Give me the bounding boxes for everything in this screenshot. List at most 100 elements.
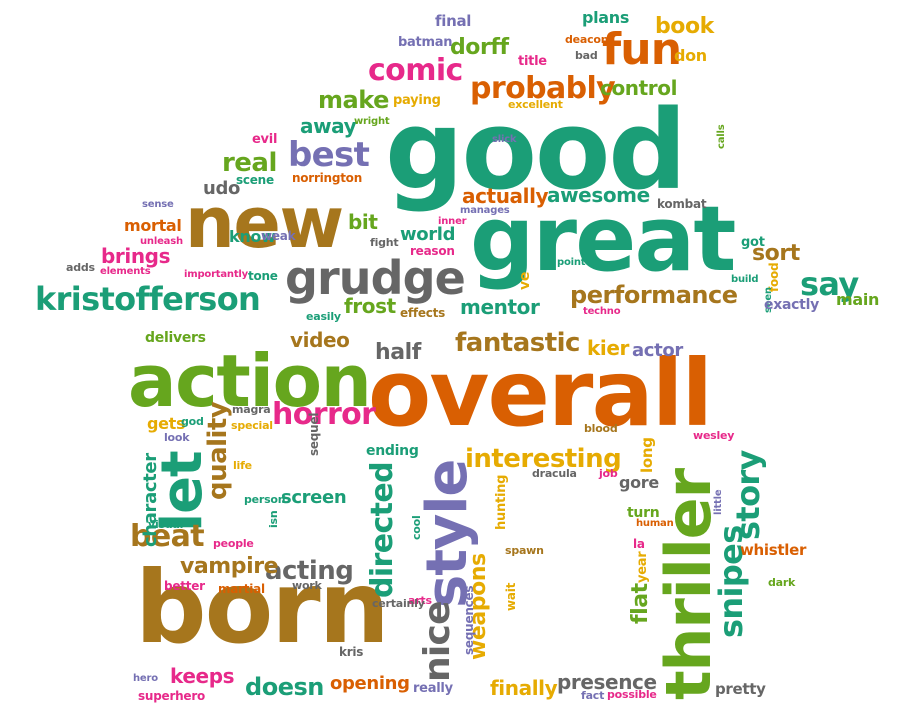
word-techno: techno: [583, 306, 621, 317]
word-little: little: [713, 489, 724, 515]
word-plans: plans: [582, 8, 630, 27]
word-delivers: delivers: [145, 330, 206, 346]
word-title: title: [518, 54, 547, 69]
word-wright: wright: [354, 116, 390, 127]
word-deacon: deacon: [565, 33, 609, 46]
word-screen: screen: [281, 487, 347, 508]
word-action: action: [128, 339, 372, 423]
word-vampire: vampire: [180, 554, 279, 579]
word-martial: martial: [218, 582, 265, 596]
word-world: world: [400, 224, 456, 245]
word-book: book: [655, 14, 714, 39]
word-build: build: [731, 274, 759, 285]
word-elements: elements: [100, 266, 151, 277]
word-character: character: [140, 453, 161, 547]
word-overall: overall: [368, 340, 713, 447]
word-batman: batman: [398, 35, 453, 50]
word-gets: gets: [147, 414, 186, 433]
word-adds: adds: [66, 261, 95, 274]
word-beat: beat: [130, 519, 205, 554]
word-kris: kris: [339, 645, 364, 659]
word-good: good: [385, 86, 687, 214]
word-dracula: dracula: [532, 467, 577, 480]
word-special: special: [231, 419, 273, 432]
word-magra: magra: [232, 403, 271, 416]
word-got: got: [741, 235, 765, 250]
word-turn: turn: [627, 505, 660, 521]
word-job: job: [599, 467, 618, 480]
word-probably: probably: [470, 71, 616, 106]
word-dorff: dorff: [450, 35, 509, 60]
word-ve: ve: [517, 271, 533, 290]
word-life: life: [233, 459, 252, 472]
word-ending: ending: [366, 443, 419, 459]
word-god: god: [181, 415, 204, 428]
word-arts: arts: [408, 594, 432, 607]
word-blood: blood: [584, 422, 618, 435]
word-acting: acting: [265, 556, 354, 586]
word-human: human: [636, 518, 674, 529]
word-make: make: [318, 86, 389, 114]
word-know: know: [229, 227, 276, 246]
word-grudge: grudge: [285, 251, 466, 305]
word-really: really: [413, 681, 453, 696]
word-kier: kier: [587, 336, 629, 360]
word-paying: paying: [393, 93, 441, 108]
word-inner: inner: [438, 216, 467, 227]
word-thriller: thriller: [652, 469, 725, 700]
word-kristofferson: kristofferson: [35, 280, 261, 318]
word-directed: directed: [365, 461, 400, 598]
word-better: better: [164, 579, 205, 593]
word-cool: cool: [410, 515, 423, 540]
word-mortal: mortal: [124, 216, 182, 235]
word-keeps: keeps: [170, 664, 235, 688]
word-wait: wait: [504, 582, 518, 611]
word-pretty: pretty: [715, 680, 766, 698]
word-manages: manages: [460, 205, 510, 216]
word-look: look: [164, 431, 190, 444]
word-importantly: importantly: [184, 269, 248, 280]
word-wesley: wesley: [693, 429, 735, 442]
word-actor: actor: [632, 340, 683, 361]
word-brings: brings: [101, 244, 171, 268]
word-quality: quality: [203, 401, 233, 500]
word-work: work: [292, 579, 322, 592]
word-certainly: certainly: [372, 597, 425, 610]
word-norrington: norrington: [292, 171, 362, 185]
word-evil: evil: [252, 132, 278, 147]
word-fact: fact: [581, 689, 605, 702]
word-possible: possible: [607, 688, 657, 701]
word-half: half: [375, 340, 421, 365]
word-slick: slick: [492, 134, 517, 145]
word-bit: bit: [348, 210, 378, 234]
word-sequel: sequel: [307, 412, 321, 456]
word-kombat: kombat: [657, 197, 707, 211]
word-mentor: mentor: [460, 295, 540, 319]
word-bad: bad: [575, 49, 598, 62]
word-spawn: spawn: [505, 544, 544, 557]
word-person: person: [244, 493, 286, 506]
word-exactly: exactly: [764, 297, 819, 313]
word-video: video: [290, 328, 350, 352]
word-isn: isn: [267, 510, 280, 529]
word-great: great: [470, 187, 736, 292]
word-tone: tone: [248, 269, 278, 283]
word-excellent: excellent: [508, 98, 563, 111]
word-sequences: sequences: [462, 585, 476, 655]
word-sort: sort: [752, 241, 800, 266]
word-scene: scene: [236, 173, 274, 187]
word-people: people: [213, 537, 254, 550]
word-hunting: hunting: [494, 474, 509, 530]
word-la: la: [633, 537, 645, 551]
word-dark: dark: [768, 576, 796, 589]
word-story: story: [729, 450, 767, 540]
word-new: new: [185, 182, 344, 264]
word-gore: gore: [619, 473, 659, 492]
word-say: say: [800, 265, 859, 303]
word-opening: opening: [330, 673, 410, 694]
word-calls: calls: [716, 124, 727, 149]
word-nice: nice: [417, 601, 458, 682]
word-finally: finally: [490, 676, 558, 700]
word-whistler: whistler: [740, 541, 807, 559]
word-long: long: [638, 437, 656, 473]
